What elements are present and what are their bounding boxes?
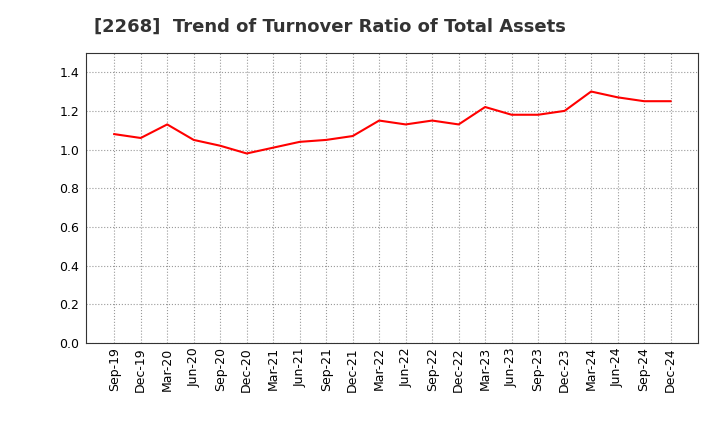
Text: [2268]  Trend of Turnover Ratio of Total Assets: [2268] Trend of Turnover Ratio of Total … xyxy=(94,18,565,36)
